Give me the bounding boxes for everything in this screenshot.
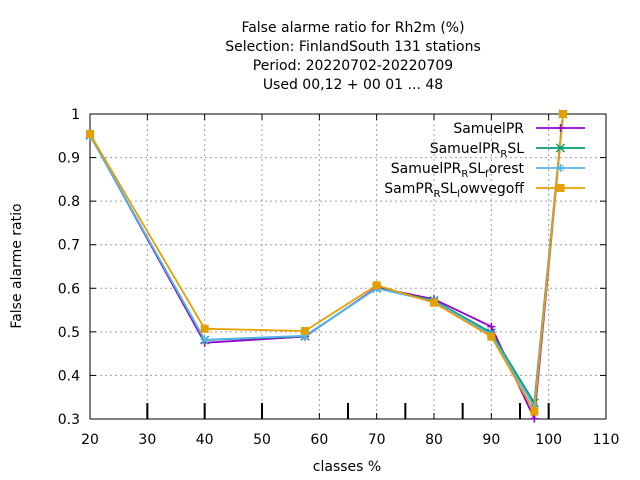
data-point xyxy=(559,110,567,118)
cross-marker xyxy=(555,143,566,153)
y-tick-label: 0.4 xyxy=(58,368,80,384)
data-point xyxy=(556,124,565,132)
y-tick-label: 0.8 xyxy=(58,194,80,210)
series-group xyxy=(85,109,568,423)
data-point xyxy=(372,281,381,290)
plot-frame xyxy=(89,113,607,420)
x-tick-label: 80 xyxy=(425,432,443,448)
data-point xyxy=(487,332,496,341)
star-marker xyxy=(200,335,209,344)
data-point xyxy=(555,143,566,153)
x-tick-label: 60 xyxy=(310,432,328,448)
data-point xyxy=(301,331,309,340)
series-line xyxy=(89,113,564,422)
box-marker xyxy=(556,184,565,192)
legend-entry: SamuelPRRSLforest xyxy=(391,161,585,180)
box-marker xyxy=(487,332,496,341)
box-marker xyxy=(200,324,209,333)
title-line-4: Used 00,12 + 00 01 ... 48 xyxy=(263,77,443,93)
y-tick-label: 1 xyxy=(71,107,80,123)
x-tick-label: 90 xyxy=(482,432,500,448)
box-marker xyxy=(559,110,567,118)
chart-title: False alarme ratio for Rh2m (%) Selectio… xyxy=(225,20,481,93)
legend-label: SamuelPR xyxy=(453,121,524,137)
x-tick-label: 30 xyxy=(138,432,156,448)
box-marker xyxy=(301,326,309,335)
legend-label: SamuelPRRSLforest xyxy=(391,161,525,180)
data-point xyxy=(530,407,539,416)
x-tick-label: 50 xyxy=(253,432,271,448)
star-marker xyxy=(556,164,565,172)
data-point xyxy=(200,324,209,333)
title-line-1: False alarme ratio for Rh2m (%) xyxy=(241,20,464,36)
x-tick-label: 110 xyxy=(593,432,620,448)
plus-marker xyxy=(487,322,496,331)
legend-entry: SamuelPR xyxy=(453,121,585,137)
y-axis-label: False alarme ratio xyxy=(9,203,25,328)
x-axis-label: classes % xyxy=(313,459,381,475)
y-tick-label: 0.7 xyxy=(58,238,80,254)
plus-marker xyxy=(530,414,539,423)
class-markers xyxy=(146,403,550,419)
y-tick-label: 0.5 xyxy=(58,325,80,341)
legend-label: SamPRRSLlowvegoff xyxy=(384,181,524,200)
data-point xyxy=(200,335,209,344)
legend-entry: SamuelPRRSL xyxy=(430,141,585,160)
y-tick-label: 0.9 xyxy=(58,151,80,167)
data-point xyxy=(301,326,309,335)
legend: SamuelPR SamuelPRRSLSamuelPRRSLforestSamP… xyxy=(384,121,585,200)
data-point xyxy=(556,184,565,192)
x-tick-label: 70 xyxy=(368,432,386,448)
data-point xyxy=(86,130,94,139)
data-point xyxy=(556,164,565,172)
x-tick-label: 40 xyxy=(196,432,214,448)
box-marker xyxy=(430,298,438,307)
axes: 20 30 40 50 60 70 80 90 100 110 0.3 0.4 0.5 0.6 0.7 0.8… xyxy=(58,107,620,448)
series-line xyxy=(89,113,564,415)
legend-entry: SamPRRSLlowvegoff xyxy=(384,181,585,200)
box-marker xyxy=(530,407,539,416)
legend-label: SamuelPRRSL xyxy=(430,141,524,160)
x-tick-label: 20 xyxy=(81,432,99,448)
data-point xyxy=(430,298,438,307)
box-marker xyxy=(86,130,94,139)
data-point xyxy=(530,414,539,423)
x-tick-label: 100 xyxy=(535,432,562,448)
data-point xyxy=(487,322,496,331)
title-line-2: Selection: FinlandSouth 131 stations xyxy=(225,39,481,55)
plus-marker xyxy=(556,124,565,132)
y-tick-label: 0.3 xyxy=(58,412,80,428)
y-tick-label: 0.6 xyxy=(58,281,80,297)
series-sampr-rsl-lowvegoff xyxy=(86,110,567,416)
title-line-3: Period: 20220702-20220709 xyxy=(253,58,453,74)
box-marker xyxy=(372,281,381,290)
star-marker xyxy=(301,331,309,340)
